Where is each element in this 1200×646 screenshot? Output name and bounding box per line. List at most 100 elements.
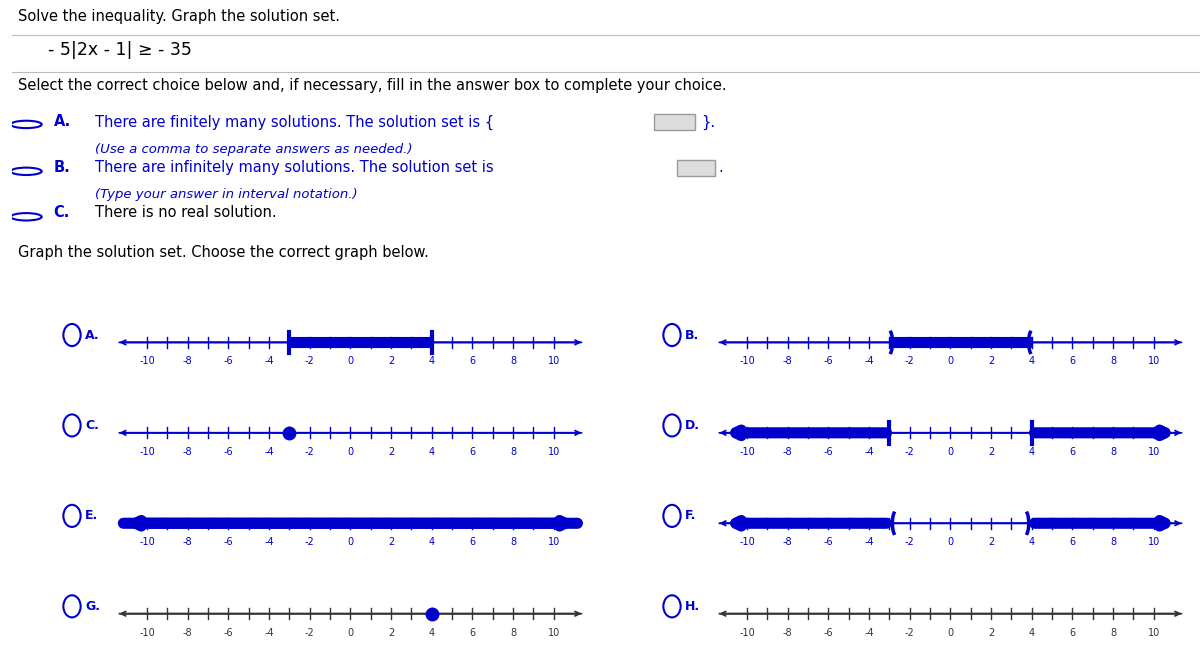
Text: -8: -8 (782, 446, 792, 457)
Text: -8: -8 (782, 537, 792, 547)
Text: 6: 6 (469, 356, 475, 366)
Text: }.: }. (701, 114, 715, 130)
Text: 8: 8 (1110, 356, 1116, 366)
Text: 0: 0 (947, 446, 954, 457)
Text: 0: 0 (947, 537, 954, 547)
Text: 6: 6 (1069, 537, 1075, 547)
Text: There are infinitely many solutions. The solution set is: There are infinitely many solutions. The… (95, 160, 493, 175)
Text: G.: G. (85, 600, 100, 613)
Text: 8: 8 (510, 627, 516, 638)
Text: 2: 2 (388, 627, 395, 638)
Text: -4: -4 (864, 537, 874, 547)
Text: -6: -6 (823, 356, 833, 366)
Text: -2: -2 (305, 446, 314, 457)
Text: -4: -4 (864, 627, 874, 638)
Text: 2: 2 (988, 537, 995, 547)
Text: 8: 8 (1110, 627, 1116, 638)
Text: 6: 6 (469, 627, 475, 638)
Text: Graph the solution set. Choose the correct graph below.: Graph the solution set. Choose the corre… (18, 245, 428, 260)
Text: .: . (719, 160, 724, 175)
Text: 4: 4 (428, 356, 434, 366)
Text: -2: -2 (905, 356, 914, 366)
Text: 10: 10 (1147, 627, 1160, 638)
Text: 8: 8 (1110, 537, 1116, 547)
Text: 2: 2 (388, 537, 395, 547)
Text: 2: 2 (988, 446, 995, 457)
Text: 2: 2 (388, 356, 395, 366)
Text: -2: -2 (905, 446, 914, 457)
Text: -10: -10 (139, 356, 155, 366)
Text: 0: 0 (947, 356, 954, 366)
Text: Select the correct choice below and, if necessary, fill in the answer box to com: Select the correct choice below and, if … (18, 78, 726, 92)
Text: There are finitely many solutions. The solution set is {: There are finitely many solutions. The s… (95, 114, 494, 130)
Text: -4: -4 (264, 446, 274, 457)
Text: F.: F. (685, 510, 696, 523)
Text: -10: -10 (139, 537, 155, 547)
Text: -6: -6 (823, 537, 833, 547)
Text: 2: 2 (388, 446, 395, 457)
Text: -8: -8 (182, 356, 192, 366)
Text: 4: 4 (1028, 627, 1034, 638)
Text: C.: C. (85, 419, 98, 432)
Text: - 5|2x - 1| ≥ - 35: - 5|2x - 1| ≥ - 35 (48, 41, 192, 59)
Text: H.: H. (685, 600, 700, 613)
Text: 10: 10 (1147, 356, 1160, 366)
Text: (Use a comma to separate answers as needed.): (Use a comma to separate answers as need… (95, 143, 413, 156)
Text: 10: 10 (1147, 537, 1160, 547)
Text: -10: -10 (139, 627, 155, 638)
Text: -2: -2 (305, 627, 314, 638)
Text: 6: 6 (1069, 356, 1075, 366)
Text: -8: -8 (182, 537, 192, 547)
Text: 8: 8 (510, 537, 516, 547)
Text: B.: B. (54, 160, 71, 175)
Text: 4: 4 (1028, 446, 1034, 457)
FancyBboxPatch shape (677, 160, 715, 176)
Text: -6: -6 (223, 627, 233, 638)
Text: 4: 4 (428, 537, 434, 547)
Text: 0: 0 (347, 356, 354, 366)
Text: -2: -2 (905, 537, 914, 547)
Text: C.: C. (54, 205, 70, 220)
Text: -10: -10 (739, 627, 755, 638)
Text: A.: A. (85, 329, 100, 342)
Text: 8: 8 (510, 446, 516, 457)
Text: 10: 10 (547, 446, 560, 457)
Text: 4: 4 (1028, 356, 1034, 366)
Text: -4: -4 (864, 356, 874, 366)
Text: 4: 4 (1028, 537, 1034, 547)
Text: -6: -6 (223, 446, 233, 457)
FancyBboxPatch shape (654, 114, 695, 130)
Text: -2: -2 (905, 627, 914, 638)
Text: 10: 10 (1147, 446, 1160, 457)
Text: There is no real solution.: There is no real solution. (95, 205, 277, 220)
Text: 4: 4 (428, 446, 434, 457)
Text: -10: -10 (139, 446, 155, 457)
Text: 6: 6 (1069, 446, 1075, 457)
Text: A.: A. (54, 114, 71, 129)
Text: -2: -2 (305, 356, 314, 366)
Text: 0: 0 (347, 446, 354, 457)
Text: -8: -8 (182, 446, 192, 457)
Text: 6: 6 (469, 537, 475, 547)
Text: 6: 6 (469, 446, 475, 457)
Text: -4: -4 (264, 537, 274, 547)
Text: 10: 10 (547, 537, 560, 547)
Text: -4: -4 (264, 627, 274, 638)
Text: -6: -6 (823, 627, 833, 638)
Text: D.: D. (685, 419, 700, 432)
Text: 0: 0 (947, 627, 954, 638)
Text: -10: -10 (739, 446, 755, 457)
Text: 0: 0 (347, 537, 354, 547)
Text: -2: -2 (305, 537, 314, 547)
Text: 4: 4 (428, 627, 434, 638)
Text: 2: 2 (988, 627, 995, 638)
Text: -4: -4 (264, 356, 274, 366)
Text: -8: -8 (782, 627, 792, 638)
Text: 6: 6 (1069, 627, 1075, 638)
Text: -6: -6 (223, 356, 233, 366)
Text: -10: -10 (739, 356, 755, 366)
Text: B.: B. (685, 329, 700, 342)
Text: -8: -8 (782, 356, 792, 366)
Text: -6: -6 (823, 446, 833, 457)
Text: 2: 2 (988, 356, 995, 366)
